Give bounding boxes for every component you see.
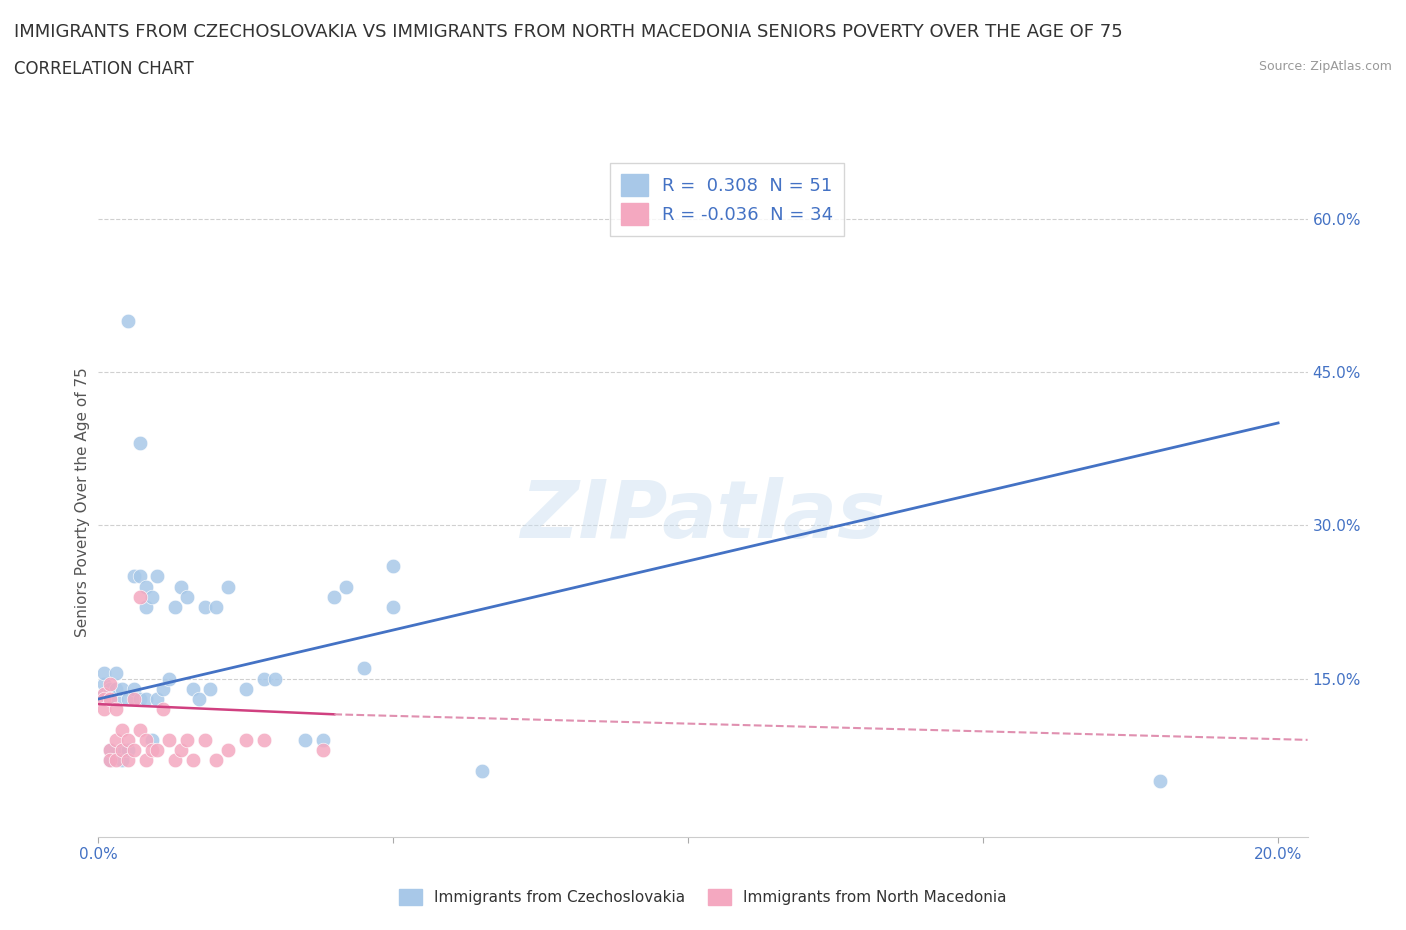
Point [205,600,228,615]
Point [235,733,257,748]
Point [205,753,228,768]
Point [170,579,193,594]
Point [187,692,209,707]
Point [323,590,346,604]
Point [98,692,121,707]
Point [217,579,239,594]
Point [141,743,163,758]
Y-axis label: Seniors Poverty Over the Age of 75: Seniors Poverty Over the Age of 75 [75,367,90,637]
Point [382,600,405,615]
Point [122,743,145,758]
Point [98,753,121,768]
Point [117,743,139,758]
Point [135,733,157,748]
Point [181,753,204,768]
Point [152,702,174,717]
Point [93,686,115,701]
Point [146,569,169,584]
Point [135,692,157,707]
Point [141,733,163,748]
Point [252,671,274,686]
Point [152,682,174,697]
Point [217,743,239,758]
Text: IMMIGRANTS FROM CZECHOSLOVAKIA VS IMMIGRANTS FROM NORTH MACEDONIA SENIORS POVERT: IMMIGRANTS FROM CZECHOSLOVAKIA VS IMMIGR… [14,23,1123,41]
Point [194,733,217,748]
Point [294,733,316,748]
Point [93,702,115,717]
Point [98,692,121,707]
Point [165,753,187,768]
Point [105,682,128,697]
Point [128,569,150,584]
Point [122,569,145,584]
Point [93,686,115,701]
Text: CORRELATION CHART: CORRELATION CHART [14,60,194,78]
Point [194,600,217,615]
Text: Source: ZipAtlas.com: Source: ZipAtlas.com [1258,60,1392,73]
Point [117,753,139,768]
Point [105,666,128,681]
Point [252,733,274,748]
Point [117,692,139,707]
Point [311,733,333,748]
Point [98,676,121,691]
Point [105,733,128,748]
Point [135,579,157,594]
Point [471,764,494,778]
Point [128,436,150,451]
Point [93,666,115,681]
Point [122,692,145,707]
Point [264,671,287,686]
Point [93,692,115,707]
Point [141,590,163,604]
Point [105,702,128,717]
Point [111,682,134,697]
Point [98,682,121,697]
Point [181,682,204,697]
Point [105,753,128,768]
Point [111,723,134,737]
Point [128,590,150,604]
Point [111,743,134,758]
Point [111,753,134,768]
Point [117,733,139,748]
Point [311,743,333,758]
Point [200,682,222,697]
Point [93,676,115,691]
Point [98,753,121,768]
Point [122,682,145,697]
Point [335,579,357,594]
Point [176,733,198,748]
Legend: R =  0.308  N = 51, R = -0.036  N = 34: R = 0.308 N = 51, R = -0.036 N = 34 [610,163,845,236]
Point [128,723,150,737]
Point [353,661,375,676]
Point [98,743,121,758]
Text: ZIPatlas: ZIPatlas [520,476,886,554]
Point [111,743,134,758]
Point [135,600,157,615]
Point [146,743,169,758]
Point [157,671,180,686]
Point [146,692,169,707]
Point [1149,774,1171,789]
Point [105,692,128,707]
Point [98,743,121,758]
Point [128,692,150,707]
Point [135,753,157,768]
Legend: Immigrants from Czechoslovakia, Immigrants from North Macedonia: Immigrants from Czechoslovakia, Immigran… [391,882,1015,913]
Point [157,733,180,748]
Point [170,743,193,758]
Point [382,559,405,574]
Point [235,682,257,697]
Point [165,600,187,615]
Point [117,313,139,328]
Point [176,590,198,604]
